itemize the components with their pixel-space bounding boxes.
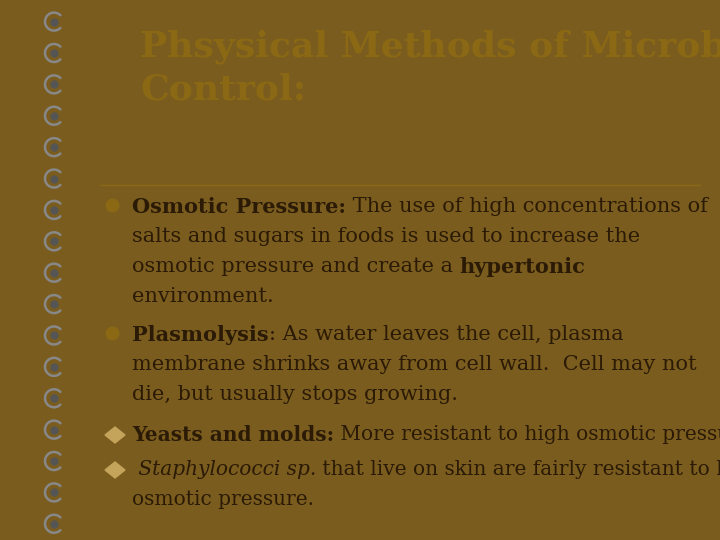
Text: Phsysical Methods of Microbial
Control:: Phsysical Methods of Microbial Control: <box>140 30 720 106</box>
Text: membrane shrinks away from cell wall.  Cell may not: membrane shrinks away from cell wall. Ce… <box>132 355 697 374</box>
Text: More resistant to high osmotic pressures.: More resistant to high osmotic pressures… <box>334 425 720 444</box>
Text: Osmotic Pressure:: Osmotic Pressure: <box>132 197 346 217</box>
Polygon shape <box>105 462 125 478</box>
Text: Plasmolysis: Plasmolysis <box>132 325 269 345</box>
Text: osmotic pressure.: osmotic pressure. <box>132 490 314 509</box>
Text: Yeasts and molds:: Yeasts and molds: <box>132 425 334 445</box>
Polygon shape <box>105 427 125 443</box>
Text: Staphylococci sp.: Staphylococci sp. <box>132 460 316 479</box>
Text: : As water leaves the cell, plasma: : As water leaves the cell, plasma <box>269 325 624 344</box>
Text: The use of high concentrations of: The use of high concentrations of <box>346 197 708 216</box>
Text: osmotic pressure and create a: osmotic pressure and create a <box>132 257 459 276</box>
Text: hypertonic: hypertonic <box>459 257 585 277</box>
Text: environment.: environment. <box>132 287 274 306</box>
Text: die, but usually stops growing.: die, but usually stops growing. <box>132 385 458 404</box>
Text: salts and sugars in foods is used to increase the: salts and sugars in foods is used to inc… <box>132 227 640 246</box>
Text: that live on skin are fairly resistant to high: that live on skin are fairly resistant t… <box>316 460 720 479</box>
